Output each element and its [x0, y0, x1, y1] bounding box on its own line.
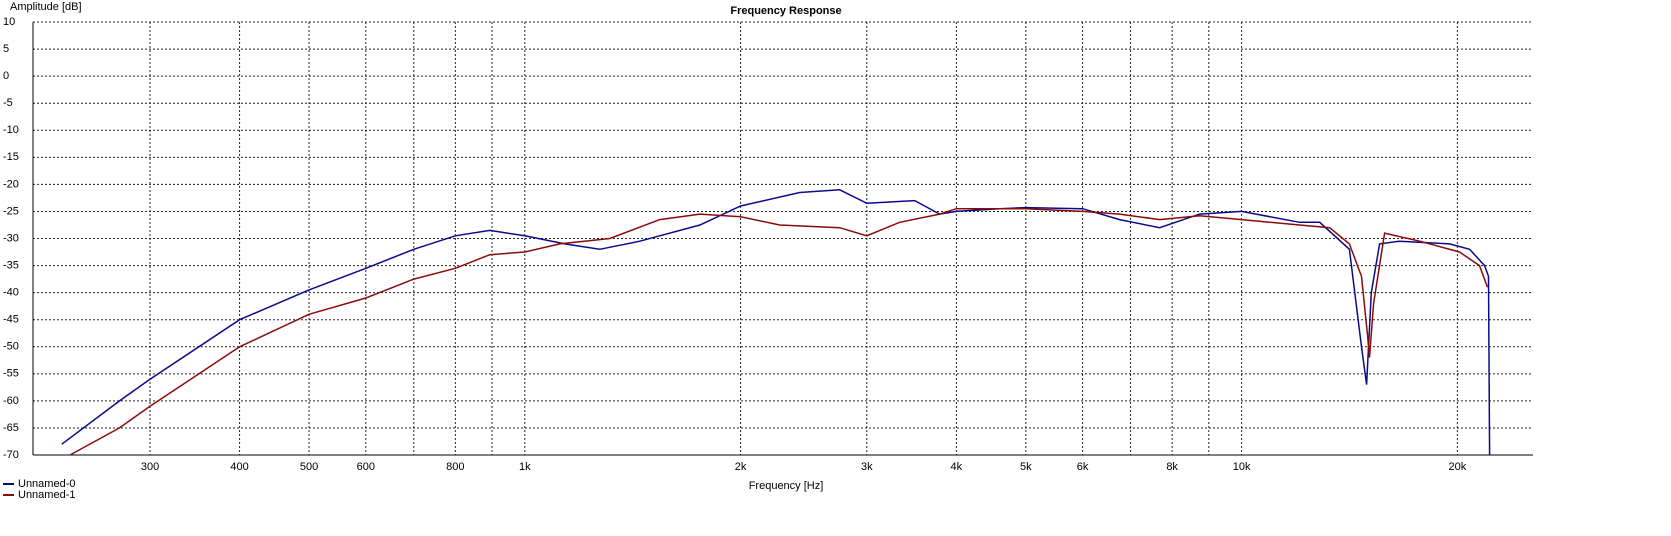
- x-tick-label: 500: [300, 461, 318, 473]
- x-tick-label: 400: [230, 461, 248, 473]
- legend-label: Unnamed-1: [18, 489, 75, 501]
- x-tick-label: 10k: [1233, 461, 1251, 473]
- y-tick-label: 5: [3, 43, 9, 55]
- x-axis-label: Frequency [Hz]: [749, 480, 824, 492]
- x-tick-label: 800: [446, 461, 464, 473]
- y-tick-label: -10: [3, 124, 19, 136]
- y-tick-label: -30: [3, 232, 19, 244]
- legend-label: Unnamed-0: [18, 478, 75, 490]
- y-tick-label: -40: [3, 287, 19, 299]
- y-tick-label: -20: [3, 178, 19, 190]
- x-tick-label: 20k: [1448, 461, 1466, 473]
- y-tick-label: 10: [3, 16, 15, 28]
- y-tick-label: -55: [3, 368, 19, 380]
- x-tick-label: 300: [141, 461, 159, 473]
- y-tick-label: -25: [3, 205, 19, 217]
- x-tick-label: 1k: [519, 461, 531, 473]
- series-line: [61, 189, 1491, 456]
- y-tick-label: 0: [3, 70, 9, 82]
- x-tick-label: 8k: [1166, 461, 1178, 473]
- y-tick-label: -45: [3, 314, 19, 326]
- x-tick-label: 3k: [861, 461, 873, 473]
- y-tick-label: -15: [3, 151, 19, 163]
- y-tick-label: -70: [3, 449, 19, 461]
- x-tick-label: 6k: [1077, 461, 1089, 473]
- x-tick-label: 2k: [735, 461, 747, 473]
- y-tick-label: -5: [3, 97, 13, 109]
- x-tick-label: 5k: [1020, 461, 1032, 473]
- y-tick-label: -35: [3, 259, 19, 271]
- x-tick-label: 600: [357, 461, 375, 473]
- y-tick-label: -65: [3, 422, 19, 434]
- y-axis-label: Amplitude [dB]: [10, 1, 82, 13]
- y-tick-label: -50: [3, 341, 19, 353]
- series-line: [69, 207, 1489, 456]
- chart-title: Frequency Response: [730, 5, 841, 17]
- y-tick-label: -60: [3, 395, 19, 407]
- x-tick-label: 4k: [951, 461, 963, 473]
